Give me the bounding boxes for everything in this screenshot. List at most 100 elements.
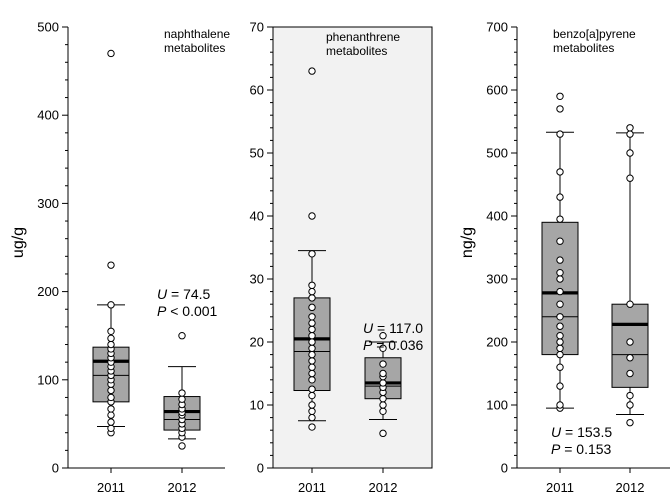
data-point bbox=[107, 405, 115, 413]
y-tick-label: 200 bbox=[486, 335, 508, 350]
box-2012 bbox=[163, 332, 201, 450]
panel-annotation: naphthalene bbox=[164, 27, 230, 41]
x-tick-label: 2012 bbox=[168, 480, 197, 495]
y-axis-label: ng/g bbox=[459, 227, 476, 258]
data-point bbox=[107, 301, 115, 309]
data-point bbox=[379, 395, 387, 403]
data-point bbox=[626, 369, 634, 378]
data-point bbox=[379, 401, 387, 409]
data-point bbox=[107, 386, 115, 395]
data-point bbox=[308, 385, 316, 393]
data-point bbox=[308, 325, 316, 334]
data-point bbox=[308, 391, 316, 400]
data-point bbox=[107, 261, 115, 269]
panel-annotation: metabolites bbox=[553, 41, 614, 55]
box-2011 bbox=[293, 67, 331, 431]
stat-u: U = 74.5 bbox=[157, 286, 211, 302]
data-point bbox=[626, 418, 634, 427]
y-tick-label: 700 bbox=[486, 20, 508, 35]
data-point bbox=[556, 237, 564, 245]
box-2012 bbox=[364, 332, 402, 438]
y-tick-label: 300 bbox=[486, 272, 508, 287]
stat-p: P = 0.153 bbox=[551, 441, 612, 457]
x-tick-label: 2012 bbox=[616, 480, 645, 495]
data-point bbox=[379, 429, 387, 438]
data-point bbox=[626, 401, 634, 409]
panel-benzo-a-pyrene: 0 100 200 300 400 500 600 700 ng/g 2011 2012 benzo[… bbox=[459, 20, 670, 495]
data-point bbox=[308, 319, 316, 327]
data-point bbox=[308, 363, 316, 371]
data-point bbox=[556, 313, 564, 321]
y-tick-label: 400 bbox=[486, 209, 508, 224]
panel-phenanthrene: 0 10 20 30 40 50 60 70 2011 2012 phenanthrenemetab… bbox=[250, 20, 433, 495]
data-point bbox=[379, 360, 387, 368]
y-tick-label: 30 bbox=[250, 272, 264, 287]
data-point bbox=[556, 287, 564, 296]
y-tick-label: 70 bbox=[250, 20, 264, 35]
y-tick-label: 600 bbox=[486, 83, 508, 98]
data-point bbox=[107, 424, 115, 433]
data-point bbox=[626, 354, 634, 362]
data-point bbox=[556, 92, 564, 101]
data-point bbox=[556, 105, 564, 113]
data-point bbox=[308, 423, 316, 431]
data-point bbox=[308, 294, 316, 302]
data-point bbox=[556, 401, 564, 409]
stat-p: P = 0.036 bbox=[363, 337, 424, 353]
data-point bbox=[626, 149, 634, 157]
y-tick-label: 400 bbox=[37, 108, 59, 123]
data-point bbox=[308, 250, 316, 258]
data-point bbox=[107, 411, 115, 419]
y-tick-label: 500 bbox=[486, 146, 508, 161]
data-point bbox=[308, 287, 316, 296]
data-point bbox=[556, 269, 564, 277]
y-tick-label: 50 bbox=[250, 146, 264, 161]
data-point bbox=[308, 401, 316, 409]
stat-p: P < 0.001 bbox=[157, 303, 218, 319]
data-point bbox=[178, 395, 186, 403]
data-point bbox=[308, 212, 316, 220]
data-point bbox=[308, 376, 316, 384]
data-point bbox=[556, 382, 564, 390]
y-tick-label: 100 bbox=[37, 372, 59, 387]
data-point bbox=[178, 442, 186, 450]
panel-annotation: phenanthrene bbox=[326, 30, 400, 44]
data-point bbox=[308, 357, 316, 365]
data-point bbox=[379, 332, 387, 340]
data-point bbox=[308, 350, 316, 359]
data-point bbox=[379, 369, 387, 378]
stat-u: U = 153.5 bbox=[551, 424, 612, 440]
data-point bbox=[556, 322, 564, 330]
panel-annotation: metabolites bbox=[164, 41, 225, 55]
data-point bbox=[379, 407, 387, 415]
y-tick-label: 100 bbox=[486, 398, 508, 413]
data-point bbox=[556, 363, 564, 371]
data-point bbox=[556, 338, 564, 346]
box-2011 bbox=[92, 49, 130, 437]
data-point bbox=[626, 124, 634, 132]
data-point bbox=[626, 130, 634, 138]
data-point bbox=[556, 256, 564, 264]
box-2012 bbox=[611, 124, 649, 427]
data-point bbox=[556, 275, 564, 283]
data-point bbox=[556, 168, 564, 176]
y-tick-label: 300 bbox=[37, 196, 59, 211]
data-point bbox=[308, 338, 316, 346]
data-point bbox=[107, 393, 115, 402]
stat-u: U = 117.0 bbox=[363, 320, 423, 336]
data-point bbox=[556, 130, 564, 138]
y-axis-label: ug/g bbox=[10, 227, 27, 258]
data-point bbox=[379, 379, 387, 387]
x-tick-label: 2011 bbox=[546, 480, 574, 495]
data-point bbox=[308, 313, 316, 321]
data-point bbox=[308, 303, 316, 312]
data-point bbox=[556, 344, 564, 352]
y-tick-label: 0 bbox=[52, 461, 59, 476]
data-point bbox=[308, 332, 316, 340]
data-point bbox=[556, 193, 564, 201]
x-tick-label: 2011 bbox=[97, 480, 125, 495]
data-point bbox=[107, 334, 115, 343]
data-point bbox=[178, 332, 186, 340]
data-point bbox=[556, 215, 564, 223]
